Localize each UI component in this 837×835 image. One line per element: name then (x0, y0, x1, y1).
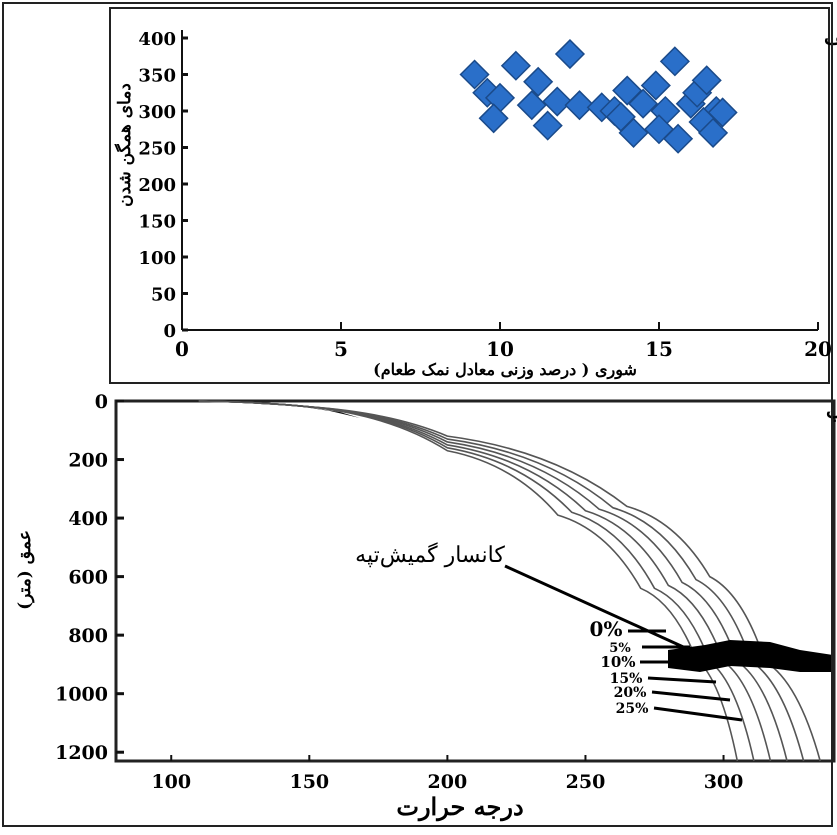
y-tick-label: 100 (138, 248, 176, 269)
y-tick-label: 50 (151, 285, 176, 306)
x-tick-label: 5 (334, 337, 348, 361)
x-tick-label: 300 (704, 771, 744, 793)
y-tick-label: 200 (138, 175, 176, 196)
x-tick-label: 150 (289, 771, 329, 793)
panel-a-xlabel: شوری ( درصد وزنی معادل نمک طعام) (373, 360, 637, 380)
panel-a: الف شوری ( درصد وزنی معادل نمک طعام) دما… (114, 25, 837, 380)
panel-a-label: الف (824, 25, 837, 49)
x-tick-label: 100 (151, 771, 191, 793)
y-tick-label: 150 (138, 212, 176, 233)
panel-b: ب درجه حرارت عمق (متر) 100 150 200 250 30002… (15, 391, 837, 822)
legend-label: 5% (609, 641, 631, 656)
data-point (640, 70, 671, 101)
x-tick-label: 20 (804, 337, 832, 361)
data-point (554, 38, 586, 70)
legend-label: 25% (616, 701, 649, 717)
panel-b-annotation-leader (504, 564, 691, 652)
panel-a-ylabel: دمای همگن شدن (114, 83, 135, 207)
y-tick-label: 800 (68, 625, 108, 647)
data-point (478, 103, 509, 134)
data-point (663, 123, 694, 154)
panel-b-plot-frame (114, 399, 836, 763)
panel-b-deposit-region (668, 640, 833, 672)
data-point (500, 50, 531, 81)
data-point (707, 97, 738, 128)
x-tick-label: 15 (645, 337, 673, 361)
y-tick-label: 0 (95, 391, 108, 413)
legend-leader-line (651, 690, 731, 702)
data-point (697, 117, 729, 148)
x-tick-label: 10 (486, 337, 514, 361)
legend-leader-line (647, 676, 717, 684)
x-tick-label: 0 (175, 337, 189, 361)
x-tick-label: 250 (566, 771, 606, 793)
panel-a-frame (109, 7, 830, 384)
y-tick-label: 300 (138, 102, 176, 123)
x-tick-label: 200 (428, 771, 468, 793)
data-point (523, 66, 554, 97)
legend-label: 20% (614, 685, 647, 701)
data-point (542, 86, 573, 117)
panel-b-ylabel: عمق (متر) (15, 530, 35, 610)
data-point (691, 65, 722, 96)
y-tick-label: 200 (68, 450, 108, 472)
data-point (459, 59, 490, 90)
y-tick-label: 400 (138, 29, 176, 50)
legend-label: 10% (600, 653, 635, 671)
data-point (618, 117, 649, 148)
legend-label: 15% (610, 671, 643, 687)
y-tick-label: 400 (68, 508, 108, 530)
y-tick-label: 250 (138, 139, 176, 160)
legend-label: 0% (590, 617, 623, 641)
y-tick-label: 350 (138, 66, 176, 87)
y-tick-label: 1000 (55, 684, 108, 706)
y-tick-label: 1200 (55, 742, 108, 764)
y-tick-label: 0 (163, 321, 176, 342)
data-point (659, 46, 690, 77)
panel-b-xlabel: درجه حرارت (396, 792, 523, 822)
y-tick-label: 600 (68, 567, 108, 589)
panel-b-annotation: کانسار گمیش‌تپه (355, 542, 505, 568)
data-point (564, 90, 595, 121)
legend-leader-line (653, 706, 743, 722)
data-point (516, 90, 547, 121)
data-point (628, 88, 659, 119)
data-point (532, 110, 563, 141)
